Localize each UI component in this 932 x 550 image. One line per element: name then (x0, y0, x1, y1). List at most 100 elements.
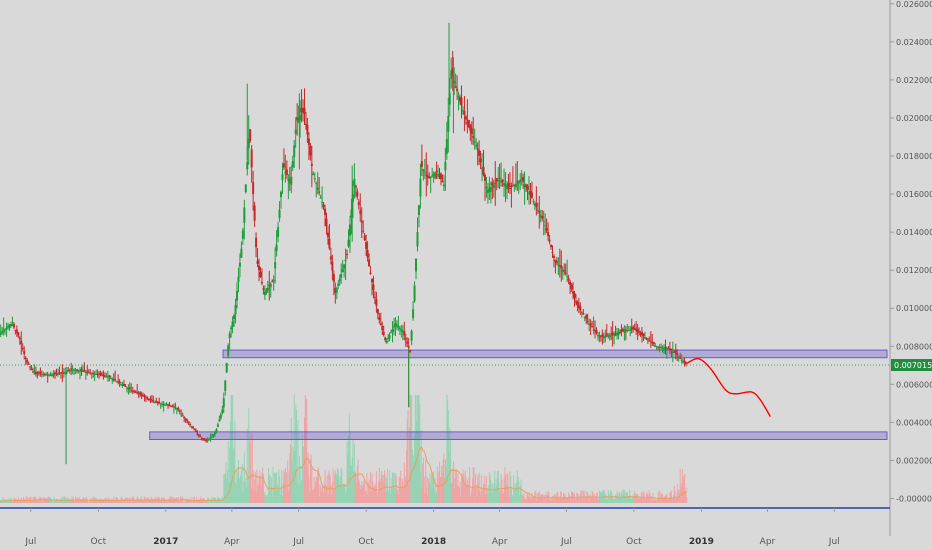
volume-bar (381, 475, 383, 503)
candle-body (93, 373, 96, 375)
candle-body (243, 207, 246, 223)
volume-bar (154, 498, 156, 503)
candle-body (272, 279, 275, 282)
volume-bar (461, 479, 463, 503)
volume-bar (540, 494, 542, 503)
candle-body (156, 402, 159, 404)
candle-body (491, 182, 494, 186)
candle-body (412, 309, 415, 319)
volume-bar (136, 496, 138, 503)
candle-body (168, 405, 171, 407)
volume-bar (541, 494, 543, 503)
volume-bar (72, 498, 74, 503)
candle-body (99, 373, 102, 375)
candle-body (54, 372, 57, 375)
candle-body (372, 284, 375, 291)
candle-body (124, 385, 127, 387)
candle-body (300, 108, 303, 113)
volume-bar (615, 494, 617, 503)
volume-bar (628, 497, 630, 503)
candle-body (649, 340, 652, 342)
volume-bar (512, 495, 514, 503)
volume-bar (447, 410, 449, 503)
volume-bar (683, 476, 685, 503)
candle-body (64, 372, 67, 374)
volume-bar (542, 493, 544, 503)
volume-bar (567, 497, 569, 503)
volume-bar (108, 499, 110, 503)
candle-body (206, 439, 209, 441)
volume-bar (438, 471, 440, 503)
volume-bar (74, 501, 76, 503)
candle-body (216, 424, 219, 427)
candle-body (233, 315, 236, 319)
volume-bar (491, 483, 493, 503)
volume-bar (653, 499, 655, 503)
volume-bar (290, 418, 292, 503)
candle-body (566, 276, 569, 278)
volume-bar (490, 480, 492, 503)
volume-bar (80, 499, 82, 503)
volume-bar (300, 483, 302, 503)
candle-body (395, 324, 398, 327)
candle-body (604, 335, 607, 339)
volume-bar (178, 501, 180, 503)
candle-body (130, 390, 133, 392)
volume-bar (505, 484, 507, 503)
candle-body (528, 192, 531, 194)
candle-body (73, 369, 76, 371)
volume-bar (408, 483, 410, 503)
candle-body (401, 331, 404, 333)
volume-bar (238, 478, 240, 503)
candle-body (434, 172, 437, 178)
volume-bar (623, 489, 625, 503)
volume-bar (419, 404, 421, 503)
volume-bar (12, 500, 14, 503)
volume-bar (232, 395, 234, 503)
volume-bar (560, 491, 562, 503)
volume-bar (360, 484, 362, 503)
volume-bar (434, 478, 436, 503)
candle-body (46, 374, 49, 376)
volume-bar (327, 494, 329, 503)
candle-body (190, 426, 193, 428)
candle-body (30, 368, 33, 370)
volume-bar (138, 499, 140, 503)
volume-bar (76, 500, 78, 503)
candle-body (281, 174, 284, 181)
volume-bar (282, 483, 284, 503)
candle-body (635, 328, 638, 331)
volume-bar (467, 483, 469, 503)
candle-body (193, 428, 196, 431)
volume-bar (443, 453, 445, 503)
candle-body (103, 375, 106, 377)
volume-bar (75, 498, 77, 503)
volume-bar (670, 490, 672, 503)
candle-body (228, 333, 231, 339)
volume-bar (589, 494, 591, 503)
candle-body (346, 253, 349, 255)
candle-body (202, 438, 205, 440)
last-price-line: 0.007015 (0, 359, 932, 372)
candle-body (538, 210, 541, 213)
volume-bar (473, 467, 475, 503)
volume-bar (608, 493, 610, 503)
candle-body (304, 124, 307, 126)
volume-bar (392, 472, 394, 503)
volume-bar (385, 492, 387, 503)
volume-bar (441, 465, 443, 503)
candle-body (576, 301, 579, 306)
volume-bar (156, 498, 158, 503)
candle-body (438, 175, 441, 177)
candle-body (42, 374, 45, 376)
volume-bar (411, 449, 413, 503)
candle-body (76, 369, 79, 371)
volume-bar (301, 480, 303, 503)
candle-body (58, 372, 61, 374)
volume-bar (464, 470, 466, 503)
candle-body (400, 329, 403, 332)
volume-bar (333, 490, 335, 503)
volume-bar (423, 476, 425, 503)
volume-bar (138, 500, 141, 503)
